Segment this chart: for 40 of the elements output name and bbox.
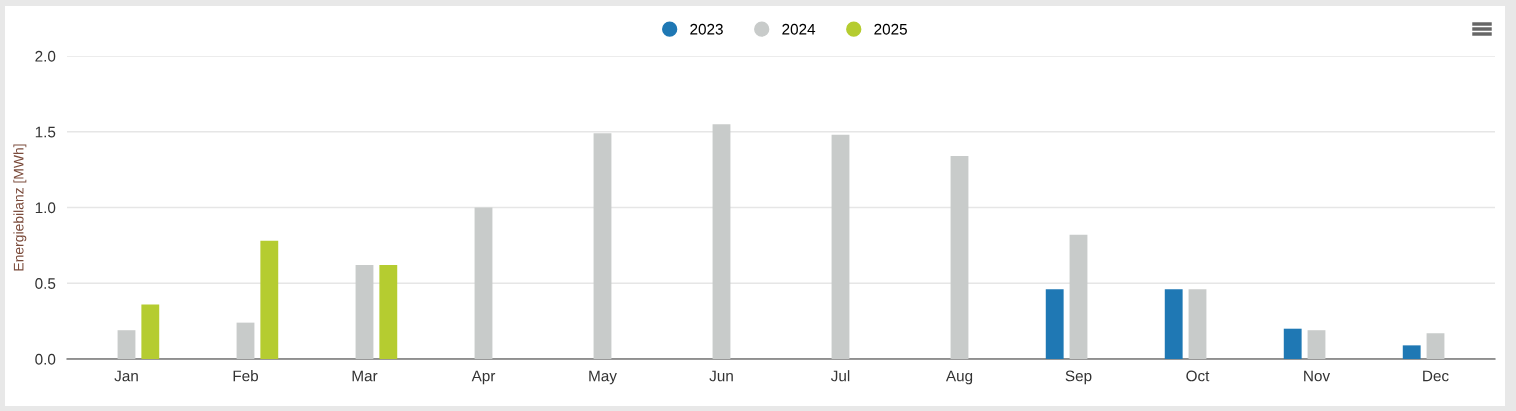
bar: [831, 134, 850, 359]
x-tick-label: Aug: [945, 370, 973, 385]
bar: [141, 304, 160, 359]
y-tick-label: 0.0: [35, 353, 56, 365]
legend-label: 2023: [690, 23, 723, 35]
bar: [117, 330, 136, 359]
bar: [1188, 289, 1207, 359]
x-tick-label: Apr: [471, 370, 496, 385]
bar: [1045, 289, 1064, 359]
x-tick-label: May: [589, 370, 617, 385]
bar: [950, 155, 969, 359]
x-tick-label: Jun: [709, 370, 733, 382]
x-tick-label: Mar: [352, 370, 378, 382]
bar: [1426, 333, 1445, 359]
legend-label: 2025: [874, 23, 907, 35]
y-tick-label: 2.0: [35, 50, 56, 62]
y-axis-title: Energiebilanz [MWh]: [13, 144, 27, 271]
bar: [379, 265, 398, 359]
x-tick-label: Feb: [233, 370, 259, 382]
x-tick-label: Jul: [830, 370, 850, 382]
bar: [1069, 234, 1088, 359]
bar: [1283, 328, 1302, 359]
x-tick-label: Jan: [114, 370, 138, 382]
y-tick-label: 0.5: [35, 278, 56, 289]
bar: [355, 265, 374, 359]
bar: [1307, 330, 1326, 359]
bar: [260, 240, 279, 359]
x-tick-label: Sep: [1065, 370, 1092, 385]
x-tick-label: Nov: [1304, 370, 1331, 382]
y-tick-label: 1.0: [35, 202, 56, 214]
bar: [712, 124, 731, 359]
legend-label: 2024: [782, 23, 816, 35]
x-tick-label: Oct: [1186, 370, 1210, 382]
bar: [593, 133, 612, 359]
bar: [236, 322, 255, 359]
bar: [1402, 345, 1421, 359]
bar: [474, 207, 493, 359]
y-tick-label: 1.5: [35, 126, 56, 138]
x-tick-label: Dec: [1423, 370, 1449, 382]
bar: [1164, 289, 1183, 359]
